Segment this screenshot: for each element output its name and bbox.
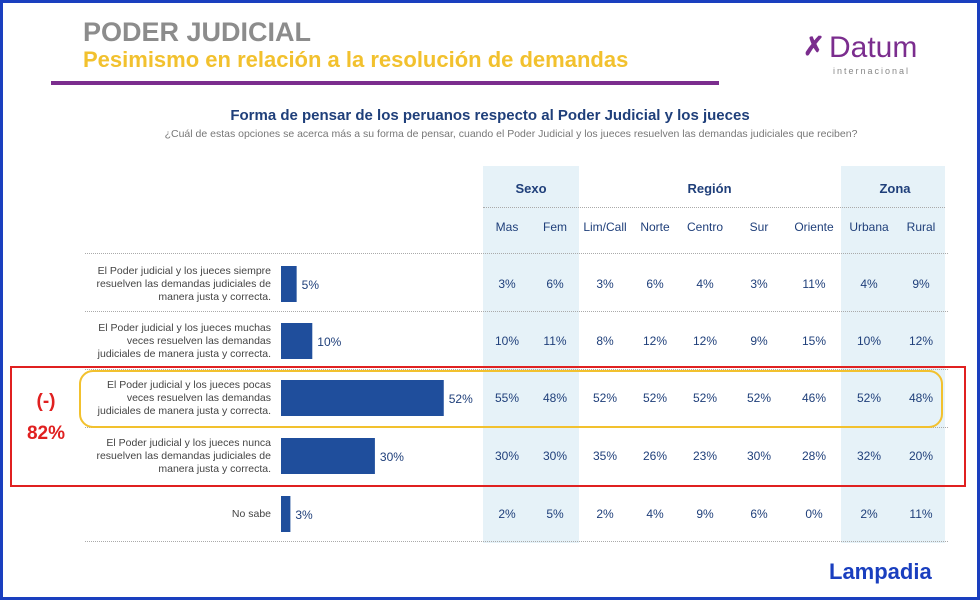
row-separator xyxy=(85,311,948,312)
table-cell: 2% xyxy=(498,507,516,521)
column-header: Oriente xyxy=(794,220,834,234)
value-label: 3% xyxy=(295,508,313,522)
column-header: Fem xyxy=(543,220,567,234)
logo-mark: ✗ xyxy=(803,31,825,61)
header-separator xyxy=(483,207,945,208)
value-label: 10% xyxy=(317,335,341,349)
column-header: Lim/Call xyxy=(583,220,627,234)
group-header: Sexo xyxy=(515,181,547,196)
table-cell: 15% xyxy=(801,334,827,348)
row-separator xyxy=(85,253,948,254)
table-cell: 12% xyxy=(642,334,668,348)
table-cell: 4% xyxy=(646,507,664,521)
slide-title: PODER JUDICIAL xyxy=(83,17,312,47)
table-cell: 26% xyxy=(642,449,668,463)
table-cell: 30% xyxy=(542,449,568,463)
value-label: 52% xyxy=(449,392,473,406)
column-header: Rural xyxy=(906,220,936,234)
row-label: El Poder judicial y los jueces siempre r… xyxy=(96,264,271,303)
table-cell: 6% xyxy=(546,277,564,291)
table-cell: 11% xyxy=(543,334,567,348)
table-cell: 11% xyxy=(909,507,933,521)
table-cell: 9% xyxy=(912,277,930,291)
column-header: Norte xyxy=(640,220,670,234)
table-cell: 8% xyxy=(596,334,614,348)
table-cell: 2% xyxy=(596,507,614,521)
table-cell: 4% xyxy=(860,277,878,291)
group-header: Zona xyxy=(879,181,911,196)
chart-subtitle: ¿Cuál de estas opciones se acerca más a … xyxy=(164,128,858,140)
table-cell: 9% xyxy=(750,334,768,348)
table-cell: 10% xyxy=(856,334,882,348)
table-cell: 11% xyxy=(802,277,826,291)
table-cell: 4% xyxy=(696,277,714,291)
table-cell: 5% xyxy=(546,507,564,521)
table-cell: 3% xyxy=(596,277,614,291)
table-cell: 10% xyxy=(494,334,520,348)
table-cell: 9% xyxy=(696,507,714,521)
bar xyxy=(281,438,375,474)
column-header: Urbana xyxy=(849,220,889,234)
column-band xyxy=(841,166,945,543)
table-cell: 52% xyxy=(856,391,882,405)
table-cell: 30% xyxy=(746,449,772,463)
value-label: 30% xyxy=(380,450,404,464)
table-cell: 3% xyxy=(498,277,516,291)
row-separator xyxy=(85,369,948,370)
table-cell: 30% xyxy=(494,449,520,463)
bar xyxy=(281,323,313,359)
bar xyxy=(281,496,291,532)
highlight-box xyxy=(10,366,966,487)
column-header: Mas xyxy=(495,220,519,234)
logo: Datum xyxy=(829,31,918,64)
source: Lampadia xyxy=(829,559,932,584)
row-label: No sabe xyxy=(231,507,271,520)
table-cell: 35% xyxy=(592,449,618,463)
row-separator xyxy=(85,541,948,542)
annotation: (-) xyxy=(36,391,56,412)
column-header: Centro xyxy=(686,220,724,234)
title-rule xyxy=(51,81,719,85)
table-cell: 48% xyxy=(542,391,568,405)
table-cell: 52% xyxy=(746,391,772,405)
table-cell: 20% xyxy=(908,449,934,463)
slide-subtitle: Pesimismo en relación a la resolución de… xyxy=(83,47,629,72)
table-cell: 32% xyxy=(856,449,882,463)
column-band xyxy=(483,166,579,543)
group-header: Región xyxy=(687,181,732,196)
table-cell: 2% xyxy=(860,507,878,521)
column-header: Sur xyxy=(749,220,769,234)
table-cell: 52% xyxy=(592,391,618,405)
annotation: 82% xyxy=(26,423,66,444)
table-cell: 6% xyxy=(646,277,664,291)
table-cell: 3% xyxy=(750,277,768,291)
table-cell: 46% xyxy=(801,391,827,405)
table-cell: 52% xyxy=(692,391,718,405)
row-label: El Poder judicial y los jueces nunca res… xyxy=(96,436,271,475)
bar xyxy=(281,380,444,416)
chart-title: Forma de pensar de los peruanos respecto… xyxy=(230,107,750,124)
table-cell: 6% xyxy=(750,507,768,521)
row-label: El Poder judicial y los jueces muchas ve… xyxy=(97,321,271,360)
row-label: El Poder judicial y los jueces pocas vec… xyxy=(97,378,271,417)
table-cell: 48% xyxy=(908,391,934,405)
table-cell: 23% xyxy=(692,449,718,463)
bar xyxy=(281,266,297,302)
table-cell: 52% xyxy=(642,391,668,405)
table-cell: 0% xyxy=(805,507,823,521)
table-cell: 28% xyxy=(801,449,827,463)
highlight-box xyxy=(79,370,943,428)
logo-sub: internacional xyxy=(833,66,911,76)
table-cell: 12% xyxy=(908,334,934,348)
bars: 5% 10% 52% 30% 3% xyxy=(281,266,473,532)
value-label: 5% xyxy=(302,278,320,292)
table-cell: 55% xyxy=(494,391,520,405)
table-cell: 12% xyxy=(692,334,718,348)
